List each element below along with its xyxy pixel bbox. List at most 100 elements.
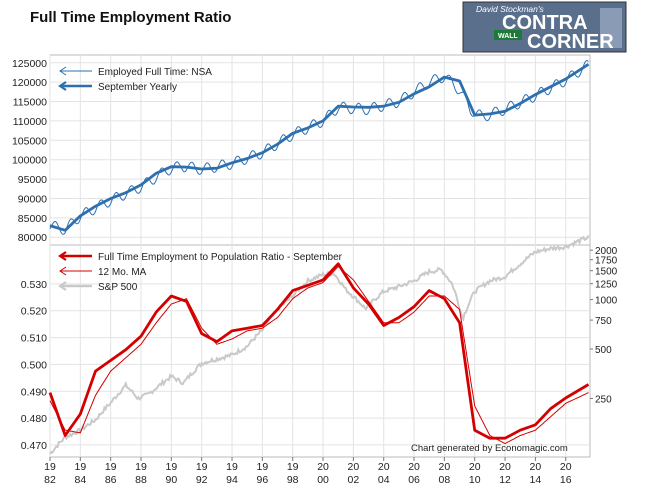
- x-tick-label-year: 12: [499, 474, 511, 486]
- bottom-y-tick-label: 0.480: [21, 413, 47, 425]
- legend-arrow-12mo-ma: [59, 266, 67, 276]
- top-y-tick-label: 95000: [18, 174, 47, 186]
- logo-sign-text: WALL: [498, 33, 519, 40]
- ratio-september-line: [48, 262, 590, 440]
- x-tick-label-century: 19: [135, 461, 147, 473]
- legend-item-employed-nsa: Employed Full Time: NSA: [60, 67, 212, 78]
- legend-arrow-employed-nsa: [59, 66, 67, 76]
- employed-nsa-line: [49, 60, 589, 235]
- x-tick-label-year: 88: [135, 474, 147, 486]
- x-tick-label-year: 06: [408, 474, 420, 486]
- x-tick-label-year: 94: [226, 474, 238, 486]
- legend-arrow-sp500: [58, 281, 67, 291]
- top-legend: Employed Full Time: NSA September Yearly: [58, 66, 212, 93]
- top-y-tick-label: 85000: [18, 213, 47, 225]
- bottom-legend: Full Time Employment to Population Ratio…: [58, 251, 343, 293]
- chart-credit: Chart generated by Economagic.com: [411, 443, 568, 454]
- right-y-tick-label: 1000: [595, 296, 618, 307]
- sp500-line: [49, 234, 590, 455]
- legend-label-employed-nsa: Employed Full Time: NSA: [98, 67, 212, 78]
- right-y-tick-label: 750: [595, 316, 612, 327]
- x-tick-label-century: 20: [560, 461, 572, 473]
- bottom-y-tick-label: 0.470: [21, 440, 47, 452]
- x-tick-label-year: 82: [44, 474, 56, 486]
- legend-label-sp500: S&P 500: [98, 282, 138, 293]
- right-y-tick-label: 250: [595, 394, 612, 405]
- x-tick-label-century: 20: [317, 461, 329, 473]
- x-tick-label-year: 10: [469, 474, 481, 486]
- bottom-y-tick-label: 0.530: [21, 279, 47, 291]
- x-tick-label-year: 14: [530, 474, 542, 486]
- september-yearly-line: [49, 63, 590, 232]
- x-tick-label-century: 20: [378, 461, 390, 473]
- top-y-tick-label: 120000: [12, 77, 47, 89]
- x-tick-label-century: 19: [166, 461, 178, 473]
- top-y-tick-label: 110000: [13, 116, 47, 128]
- legend-item-sp500: S&P 500: [60, 282, 138, 293]
- right-y-tick-label: 1750: [595, 256, 618, 267]
- logo-line3: CORNER: [527, 31, 614, 53]
- top-y-tick-label: 90000: [18, 193, 47, 205]
- top-y-tick-label: 80000: [18, 232, 47, 244]
- contra-corner-logo: WALL David Stockman's CONTRA CORNER: [462, 1, 627, 53]
- x-tick-label-year: 02: [348, 474, 360, 486]
- chart-title: Full Time Employment Ratio: [30, 9, 231, 26]
- capitol-building-icon: [600, 8, 622, 48]
- x-tick-label-century: 20: [469, 461, 481, 473]
- logo-line2: CONTRA: [502, 12, 588, 34]
- x-tick-label-year: 16: [560, 474, 572, 486]
- legend-item-september-yearly: September Yearly: [60, 82, 177, 93]
- axis-ticks: 1982198419861988199019921994199619982000…: [12, 58, 618, 486]
- x-tick-label-year: 92: [196, 474, 208, 486]
- top-y-tick-label: 105000: [12, 135, 47, 147]
- top-y-tick-label: 115000: [13, 97, 47, 109]
- top-panel-grid: [49, 55, 590, 245]
- x-tick-label-century: 20: [530, 461, 542, 473]
- bottom-y-tick-label: 0.510: [21, 333, 47, 345]
- top-y-tick-label: 100000: [12, 155, 47, 167]
- logo-line1: David Stockman's: [476, 4, 545, 14]
- logo-background: [463, 2, 626, 52]
- bottom-y-tick-label: 0.490: [21, 386, 47, 398]
- legend-item-ratio-september: Full Time Employment to Population Ratio…: [60, 252, 343, 263]
- street-sign-icon: [494, 30, 522, 40]
- legend-arrow-ratio-september: [58, 251, 67, 261]
- x-tick-label-year: 96: [257, 474, 269, 486]
- bottom-y-tick-label: 0.500: [21, 359, 47, 371]
- x-tick-label-year: 98: [287, 474, 299, 486]
- x-tick-label-century: 20: [499, 461, 511, 473]
- x-tick-label-year: 04: [378, 474, 390, 486]
- top-panel-series: [49, 60, 590, 235]
- x-tick-label-century: 19: [257, 461, 269, 473]
- x-tick-label-year: 90: [166, 474, 178, 486]
- x-tick-label-century: 20: [408, 461, 420, 473]
- ratio-12mo-ma-line: [49, 265, 589, 445]
- x-tick-label-century: 19: [44, 461, 56, 473]
- top-y-tick-label: 125000: [12, 58, 47, 70]
- legend-item-12mo-ma: 12 Mo. MA: [60, 267, 147, 278]
- right-y-tick-label: 1250: [595, 280, 618, 291]
- x-tick-label-year: 00: [317, 474, 329, 486]
- right-y-tick-label: 1500: [595, 267, 618, 278]
- legend-label-ratio-september: Full Time Employment to Population Ratio…: [98, 252, 343, 263]
- x-tick-label-year: 86: [105, 474, 117, 486]
- bottom-y-tick-label: 0.520: [21, 306, 47, 318]
- legend-label-september-yearly: September Yearly: [98, 82, 177, 93]
- right-y-tick-label: 500: [595, 345, 612, 356]
- x-tick-label-century: 20: [348, 461, 360, 473]
- x-tick-label-century: 20: [439, 461, 451, 473]
- right-y-tick-label: 2000: [595, 246, 618, 257]
- x-tick-label-century: 19: [196, 461, 208, 473]
- bottom-panel-series: [48, 234, 590, 455]
- x-tick-label-century: 19: [105, 461, 117, 473]
- x-tick-label-century: 19: [226, 461, 238, 473]
- x-tick-label-year: 84: [74, 474, 86, 486]
- x-tick-label-century: 19: [74, 461, 86, 473]
- x-tick-label-century: 19: [287, 461, 299, 473]
- x-tick-label-year: 08: [439, 474, 451, 486]
- logo-frame: [462, 1, 627, 53]
- legend-arrow-september-yearly: [58, 81, 67, 91]
- legend-label-12mo-ma: 12 Mo. MA: [98, 267, 147, 278]
